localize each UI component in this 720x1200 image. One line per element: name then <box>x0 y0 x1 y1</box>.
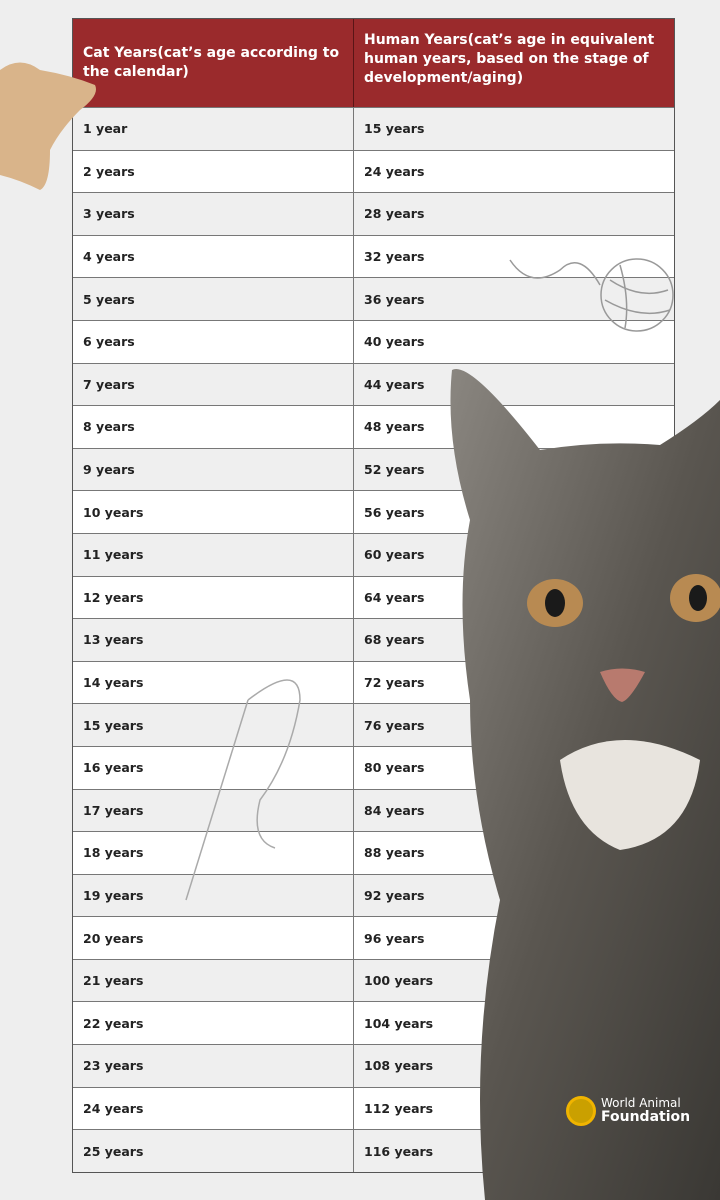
logo-mark-icon <box>566 1096 596 1126</box>
header-cat-years: Cat Years(cat’s age according to the cal… <box>73 19 354 107</box>
table-row: 18 years 88 years <box>73 831 674 874</box>
table-row: 25 years 116 years <box>73 1129 674 1172</box>
cat-years-cell: 8 years <box>73 406 354 448</box>
human-years-cell: 100 years <box>364 973 434 989</box>
table-row: 4 years 32 years <box>73 234 674 278</box>
cat-years-cell: 6 years <box>73 320 354 363</box>
human-years-cell: 96 years <box>364 930 425 946</box>
table-row: 11 years 60 years <box>73 532 674 576</box>
cat-years-cell: 7 years <box>73 363 354 406</box>
human-years-cell: 80 years <box>364 760 425 776</box>
cat-years-cell: 9 years <box>73 448 354 491</box>
human-years-cell: 108 years <box>364 1058 434 1074</box>
world-animal-foundation-logo: World Animal Foundation <box>566 1096 690 1126</box>
table-row: 14 years 72 years <box>73 660 674 704</box>
cat-years-cell: 13 years <box>73 619 354 661</box>
cat-years-cell: 12 years <box>73 576 354 619</box>
cat-years-cell: 3 years <box>73 193 354 235</box>
table-row: 20 years 96 years <box>73 916 674 959</box>
human-years-cell: 112 years <box>364 1100 434 1116</box>
cat-years-cell: 18 years <box>73 832 354 874</box>
table-row: 16 years 80 years <box>73 745 674 789</box>
human-years-cell: 72 years <box>364 675 425 691</box>
human-years-cell: 92 years <box>364 887 425 903</box>
cat-years-cell: 1 year <box>73 108 354 150</box>
human-years-cell: 36 years <box>364 291 425 307</box>
cat-years-cell: 24 years <box>73 1087 354 1130</box>
human-years-cell: 48 years <box>364 419 425 435</box>
human-years-cell: 40 years <box>364 334 425 350</box>
table-row: 9 years 52 years <box>73 447 674 491</box>
cat-years-cell: 21 years <box>73 959 354 1002</box>
table-row: 13 years 68 years <box>73 618 674 661</box>
logo-line1: World Animal <box>601 1096 681 1110</box>
cat-years-cell: 2 years <box>73 150 354 193</box>
human-years-cell: 104 years <box>364 1015 434 1031</box>
human-years-cell: 64 years <box>364 589 425 605</box>
human-years-cell: 44 years <box>364 376 425 392</box>
table-row: 2 years 24 years <box>73 149 674 193</box>
human-years-cell: 84 years <box>364 802 425 818</box>
cat-years-cell: 10 years <box>73 491 354 533</box>
cat-years-cell: 19 years <box>73 874 354 917</box>
table-row: 10 years 56 years <box>73 490 674 533</box>
cat-years-cell: 22 years <box>73 1002 354 1045</box>
table-row: 7 years 44 years <box>73 362 674 406</box>
human-years-cell: 52 years <box>364 462 425 478</box>
header-human-years: Human Years(cat’s age in equivalent huma… <box>364 32 655 86</box>
table-row: 21 years 100 years <box>73 958 674 1002</box>
cat-years-cell: 17 years <box>73 789 354 832</box>
table-row: 19 years 92 years <box>73 873 674 917</box>
cat-years-cell: 15 years <box>73 704 354 746</box>
cat-years-cell: 20 years <box>73 917 354 959</box>
table-row: 22 years 104 years <box>73 1001 674 1045</box>
table-row: 17 years 84 years <box>73 788 674 832</box>
human-years-cell: 56 years <box>364 504 425 520</box>
human-years-cell: 32 years <box>364 249 425 265</box>
table-row: 12 years 64 years <box>73 575 674 619</box>
human-years-cell: 116 years <box>364 1143 434 1159</box>
table-row: 23 years 108 years <box>73 1044 674 1087</box>
table-row: 5 years 36 years <box>73 277 674 320</box>
human-years-cell: 28 years <box>364 206 425 222</box>
cat-years-cell: 16 years <box>73 746 354 789</box>
table-header: Cat Years(cat’s age according to the cal… <box>73 19 674 107</box>
human-years-cell: 24 years <box>364 163 425 179</box>
table-row: 3 years 28 years <box>73 192 674 235</box>
human-years-cell: 60 years <box>364 547 425 563</box>
cat-years-cell: 11 years <box>73 533 354 576</box>
table-row: 6 years 40 years <box>73 319 674 363</box>
cat-age-table: Cat Years(cat’s age according to the cal… <box>72 18 675 1173</box>
table-row: 1 year 15 years <box>73 107 674 150</box>
cat-years-cell: 5 years <box>73 278 354 320</box>
human-years-cell: 15 years <box>364 121 425 137</box>
cat-years-cell: 4 years <box>73 235 354 278</box>
human-years-cell: 88 years <box>364 845 425 861</box>
table-row: 15 years 76 years <box>73 703 674 746</box>
cat-years-cell: 25 years <box>73 1130 354 1172</box>
logo-line2: Foundation <box>601 1109 691 1125</box>
cat-years-cell: 23 years <box>73 1045 354 1087</box>
human-years-cell: 68 years <box>364 632 425 648</box>
human-years-cell: 76 years <box>364 717 425 733</box>
cat-years-cell: 14 years <box>73 661 354 704</box>
table-row: 8 years 48 years <box>73 405 674 448</box>
